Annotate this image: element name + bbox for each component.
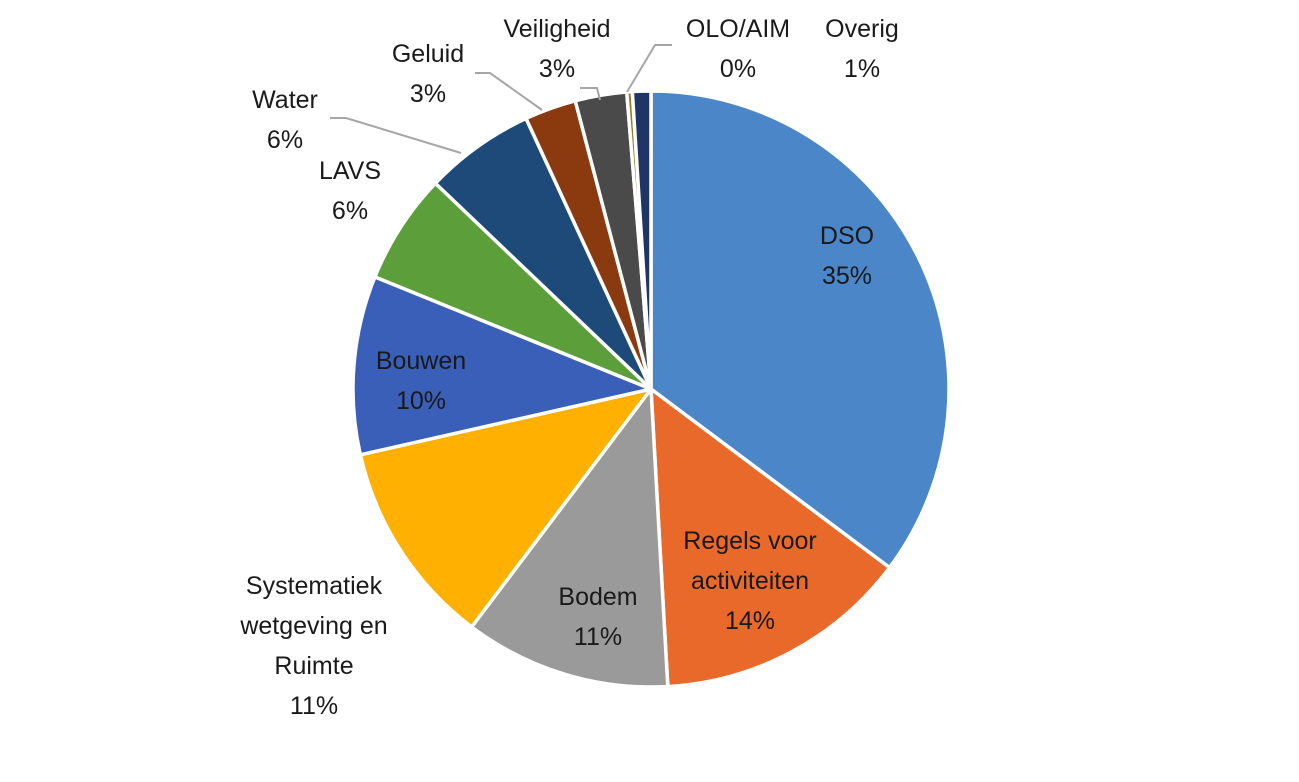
slice-percent: 11% xyxy=(290,692,338,720)
slice-label: LAVS 6% xyxy=(319,157,381,225)
slice-name: Geluid xyxy=(392,40,464,68)
pie-slice-overig xyxy=(630,89,653,391)
slice-percent: 10% xyxy=(396,387,446,415)
slice-label: Geluid 3% xyxy=(392,40,464,108)
pie-slice-bodem xyxy=(469,387,670,689)
slice-label: Overig 1% xyxy=(825,15,899,83)
slice-label: Veiligheid 3% xyxy=(503,15,610,83)
pie-slice-systematiek-wetgeving-en-ruimte xyxy=(358,387,653,629)
leader-lines xyxy=(330,44,672,154)
leader-line xyxy=(330,117,462,154)
slice-percent: 0% xyxy=(720,55,756,83)
slice-name: Overig xyxy=(825,15,899,43)
slice-name: Bouwen xyxy=(376,347,466,375)
slice-label: Systematiek wetgeving en Ruimte 11% xyxy=(239,572,387,720)
slice-name: Regels voor xyxy=(683,527,816,555)
slice-percent: 11% xyxy=(574,623,622,651)
pie-slice-regels-voor-activiteiten xyxy=(649,387,892,689)
slice-labels: DSO 35% Regels voor activiteiten 14% Bodem 11%… xyxy=(239,15,898,720)
slice-label: Regels voor activiteiten 14% xyxy=(683,527,816,635)
slice-name: LAVS xyxy=(319,157,381,185)
slice-percent: 35% xyxy=(822,262,872,290)
slice-percent: 6% xyxy=(267,126,303,154)
slice-percent: 3% xyxy=(539,55,575,83)
pie-slice-bouwen xyxy=(351,275,653,457)
slice-name: activiteiten xyxy=(691,567,809,595)
slice-name: Ruimte xyxy=(274,652,353,680)
slice-label: Bodem 11% xyxy=(558,583,637,651)
slice-percent: 1% xyxy=(844,55,880,83)
slice-name: Water xyxy=(252,86,318,114)
slice-label: OLO/AIM 0% xyxy=(686,15,790,83)
leader-line xyxy=(626,44,672,93)
slice-name: wetgeving en xyxy=(239,612,387,640)
slice-percent: 3% xyxy=(410,80,446,108)
pie-slices xyxy=(351,89,951,689)
slice-name: Bodem xyxy=(558,583,637,611)
slice-name: Systematiek xyxy=(246,572,383,600)
slice-percent: 14% xyxy=(725,607,775,635)
leader-line xyxy=(580,87,601,101)
slice-label: Bouwen 10% xyxy=(376,347,466,415)
slice-percent: 6% xyxy=(332,197,368,225)
slice-name: Veiligheid xyxy=(503,15,610,43)
slice-name: DSO xyxy=(820,222,874,250)
pie-slice-dso xyxy=(649,89,951,570)
leader-line xyxy=(475,72,543,111)
slice-label: DSO 35% xyxy=(820,222,874,290)
slice-label: Water 6% xyxy=(252,86,318,154)
slice-name: OLO/AIM xyxy=(686,15,790,43)
